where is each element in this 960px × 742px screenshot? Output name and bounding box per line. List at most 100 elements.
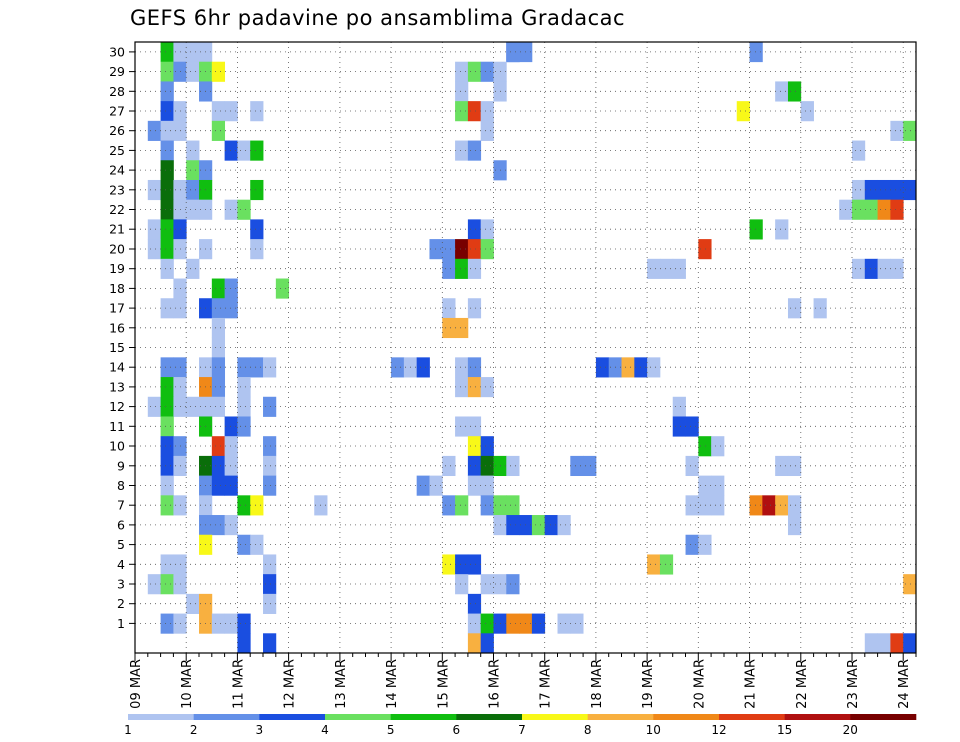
heatmap-cell bbox=[480, 120, 494, 141]
heatmap-cell bbox=[467, 239, 482, 260]
y-tick-label: 21 bbox=[109, 222, 125, 237]
heatmap-cell bbox=[467, 61, 482, 82]
legend-boundary-label: 3 bbox=[255, 723, 263, 737]
heatmap-cell bbox=[211, 298, 226, 319]
legend-color-swatch bbox=[128, 714, 194, 720]
heatmap-cell bbox=[160, 140, 174, 161]
heatmap-cell bbox=[160, 554, 174, 575]
heatmap-cell bbox=[211, 377, 226, 398]
legend-boundary-label: 10 bbox=[646, 723, 661, 737]
heatmap-cell bbox=[224, 416, 238, 437]
y-tick-label: 13 bbox=[109, 379, 125, 394]
heatmap-cell bbox=[211, 337, 226, 358]
legend-color-swatch bbox=[784, 714, 851, 720]
heatmap-cell bbox=[160, 298, 174, 319]
heatmap-cell bbox=[211, 436, 226, 457]
heatmap-cell bbox=[890, 633, 904, 654]
heatmap-cell bbox=[275, 278, 290, 299]
heatmap-cell bbox=[506, 495, 520, 516]
x-tick-label: 22 MAR bbox=[795, 659, 810, 709]
heatmap-cell bbox=[237, 534, 251, 555]
heatmap-cell bbox=[263, 593, 277, 614]
legend-color-swatch bbox=[259, 714, 326, 720]
heatmap-cell bbox=[224, 298, 238, 319]
heatmap-cell bbox=[442, 258, 456, 279]
x-tick-label: 13 MAR bbox=[334, 659, 349, 709]
heatmap-cell bbox=[864, 633, 878, 654]
heatmap-cell bbox=[224, 455, 238, 477]
heatmap-cell bbox=[467, 554, 482, 575]
x-tick-label: 15 MAR bbox=[436, 659, 451, 709]
legend-boundary-label: 15 bbox=[777, 723, 792, 737]
heatmap-cell bbox=[467, 416, 482, 437]
heatmap-cell bbox=[775, 219, 789, 240]
heatmap-cell bbox=[864, 199, 878, 220]
legend-boundary-label: 7 bbox=[518, 723, 526, 737]
heatmap-cell bbox=[160, 258, 174, 279]
legend-color-swatch bbox=[719, 714, 785, 720]
heatmap-cell bbox=[237, 377, 251, 398]
legend-color-swatch bbox=[390, 714, 457, 720]
heatmap-cell bbox=[455, 239, 469, 260]
heatmap-cell bbox=[263, 633, 277, 654]
heatmap-cell bbox=[147, 239, 161, 260]
chart-title: GEFS 6hr padavine po ansamblima Gradacac bbox=[130, 6, 626, 30]
heatmap-cell bbox=[749, 42, 763, 63]
heatmap-cell bbox=[186, 160, 200, 181]
heatmap-cell bbox=[787, 515, 802, 536]
heatmap-cell bbox=[186, 199, 200, 220]
x-tick-label: 20 MAR bbox=[692, 659, 707, 709]
heatmap-cell bbox=[800, 101, 814, 122]
heatmap-cell bbox=[160, 377, 174, 398]
heatmap-cell bbox=[557, 515, 571, 536]
heatmap-cell bbox=[442, 317, 456, 339]
heatmap-cell bbox=[237, 199, 251, 220]
heatmap-cell bbox=[711, 475, 725, 496]
heatmap-cell bbox=[455, 357, 469, 378]
heatmap-cell bbox=[263, 396, 277, 417]
y-tick-label: 6 bbox=[117, 517, 125, 532]
heatmap-cell bbox=[531, 613, 546, 634]
heatmap-cell bbox=[211, 396, 226, 417]
y-tick-label: 28 bbox=[109, 84, 125, 99]
heatmap-cell bbox=[749, 219, 763, 240]
heatmap-cell bbox=[160, 613, 174, 634]
heatmap-cell bbox=[506, 455, 520, 477]
heatmap-cell bbox=[211, 120, 226, 141]
heatmap-cell bbox=[851, 140, 866, 161]
y-tick-label: 20 bbox=[109, 242, 125, 257]
heatmap-cell bbox=[224, 613, 238, 634]
y-tick-label: 2 bbox=[117, 596, 125, 611]
heatmap-cell bbox=[263, 357, 277, 378]
x-tick-label: 12 MAR bbox=[283, 659, 298, 709]
heatmap-cell bbox=[455, 554, 469, 575]
heatmap-cell bbox=[903, 120, 917, 141]
heatmap-cell bbox=[467, 633, 482, 654]
heatmap-cell bbox=[160, 455, 174, 477]
heatmap-cell bbox=[160, 436, 174, 457]
heatmap-cell bbox=[775, 495, 789, 516]
y-tick-label: 11 bbox=[109, 419, 125, 434]
heatmap-cell bbox=[442, 554, 456, 575]
heatmap-cell bbox=[211, 357, 226, 378]
heatmap-cell bbox=[250, 495, 264, 516]
heatmap-cell bbox=[467, 298, 482, 319]
heatmap-cell bbox=[160, 239, 174, 260]
heatmap-cell bbox=[698, 475, 712, 496]
heatmap-cell bbox=[851, 179, 866, 201]
heatmap-cell bbox=[250, 357, 264, 378]
legend-boundary-label: 6 bbox=[452, 723, 460, 737]
legend-boundary-label: 4 bbox=[321, 723, 329, 737]
heatmap-cell bbox=[480, 495, 494, 516]
y-tick-label: 18 bbox=[109, 281, 125, 296]
heatmap-cell bbox=[250, 534, 264, 555]
heatmap-cell bbox=[455, 495, 469, 516]
heatmap-cell bbox=[659, 258, 674, 279]
heatmap-cell bbox=[647, 357, 661, 378]
legend-boundary-label: 1 bbox=[124, 723, 132, 737]
y-tick-label: 14 bbox=[109, 360, 125, 375]
legend-boundary-label: 5 bbox=[387, 723, 395, 737]
heatmap-cell bbox=[851, 199, 866, 220]
heatmap-cell bbox=[480, 455, 494, 477]
heatmap-cell bbox=[455, 140, 469, 161]
